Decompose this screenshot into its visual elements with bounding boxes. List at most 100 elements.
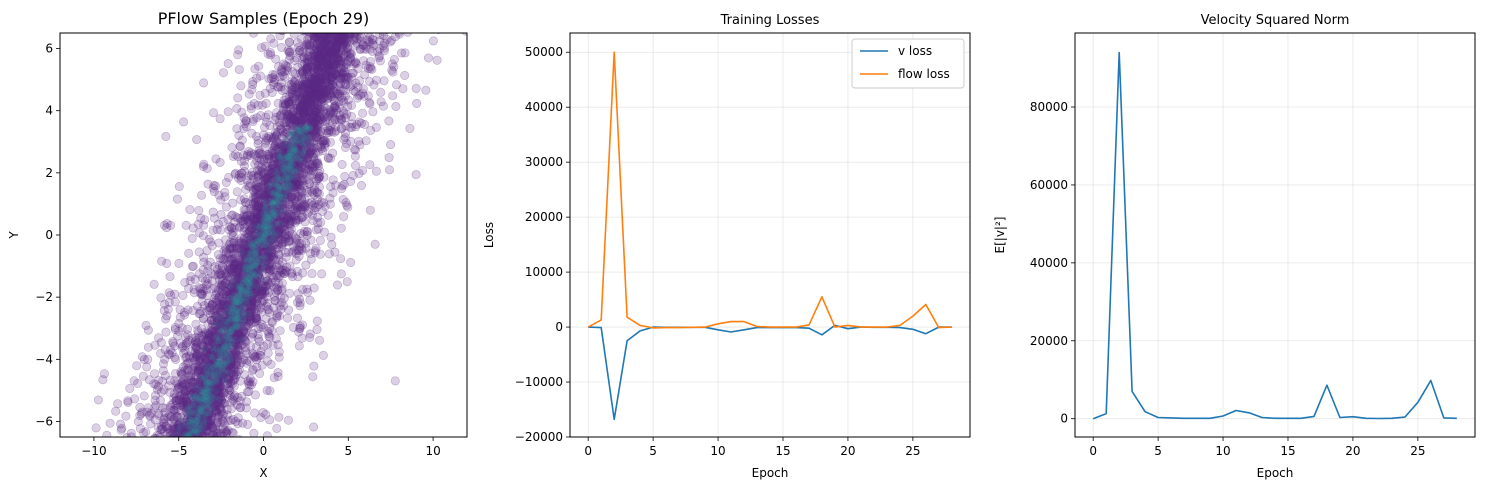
scatter-point <box>286 112 296 122</box>
scatter-point <box>340 113 350 123</box>
scatter-point <box>222 404 232 414</box>
scatter-point <box>177 431 187 437</box>
scatter-point <box>309 361 319 371</box>
scatter-point <box>188 443 196 451</box>
scatter-point <box>338 86 348 96</box>
scatter-point <box>339 38 349 48</box>
scatter-point <box>138 442 146 450</box>
scatter-point <box>284 147 294 157</box>
scatter-point <box>227 287 237 297</box>
scatter-point <box>292 313 302 323</box>
scatter-point <box>221 351 231 361</box>
scatter-point <box>166 400 176 410</box>
scatter-point <box>257 319 267 329</box>
scatter-point <box>394 33 404 37</box>
scatter-point <box>249 278 259 288</box>
scatter-point <box>337 36 347 46</box>
scatter-point <box>174 412 184 422</box>
scatter-point <box>206 448 214 456</box>
scatter-point <box>220 439 228 447</box>
scatter-point <box>219 246 229 256</box>
scatter-point <box>238 283 248 293</box>
scatter-point <box>129 376 139 386</box>
scatter-point <box>367 64 377 74</box>
scatter-point <box>150 395 160 405</box>
scatter-point <box>179 117 189 127</box>
scatter-point <box>190 404 200 414</box>
scatter-point <box>398 84 408 94</box>
scatter-point <box>284 182 294 192</box>
scatter-point <box>327 58 337 68</box>
scatter-point <box>234 223 244 233</box>
scatter-point <box>156 293 166 303</box>
scatter-point <box>310 79 320 89</box>
scatter-point <box>376 97 386 107</box>
scatter-point <box>267 88 277 98</box>
scatter-point <box>274 412 284 422</box>
scatter-point <box>142 362 152 372</box>
scatter-point <box>190 387 200 397</box>
scatter-point <box>187 444 195 452</box>
scatter-point <box>143 354 153 364</box>
scatter-point <box>226 436 229 437</box>
scatter-point <box>202 290 212 300</box>
scatter-point <box>315 49 325 59</box>
scatter-point <box>226 350 236 360</box>
scatter-point <box>191 319 201 329</box>
scatter-point <box>187 442 195 450</box>
scatter-point <box>231 253 241 263</box>
scatter-point <box>291 113 301 123</box>
scatter-point <box>235 255 245 265</box>
scatter-point <box>233 316 243 326</box>
scatter-point <box>225 357 235 367</box>
scatter-point <box>303 93 313 103</box>
scatter-point <box>271 112 281 122</box>
scatter-point <box>151 390 161 400</box>
scatter-point <box>253 202 263 212</box>
scatter-point <box>262 174 272 184</box>
scatter-point <box>323 128 333 138</box>
scatter-point <box>216 210 226 220</box>
scatter-point <box>317 269 327 279</box>
scatter-point <box>127 446 135 454</box>
scatter-point <box>208 423 218 433</box>
scatter-point <box>232 321 242 331</box>
scatter-point <box>227 394 237 404</box>
scatter-point <box>211 405 221 415</box>
scatter-point <box>330 103 340 113</box>
scatter-point <box>215 302 225 312</box>
scatter-point <box>207 438 215 446</box>
scatter-point <box>195 447 203 455</box>
scatter-point <box>262 158 272 168</box>
scatter-point <box>342 109 352 119</box>
scatter-point <box>338 195 348 205</box>
scatter-point <box>324 48 334 58</box>
scatter-point <box>230 260 240 270</box>
scatter-point <box>208 436 212 437</box>
scatter-point <box>248 256 258 266</box>
scatter-point <box>283 173 293 183</box>
scatter-point <box>339 212 349 222</box>
scatter-point <box>232 331 242 341</box>
scatter-point <box>231 346 241 356</box>
scatter-point <box>199 78 209 88</box>
scatter-point <box>269 189 279 199</box>
scatter-point <box>200 441 208 449</box>
scatter-point <box>258 192 268 202</box>
scatter-point <box>116 425 126 435</box>
scatter-point <box>270 192 280 202</box>
scatter-point <box>323 210 333 220</box>
scatter-point <box>379 76 389 86</box>
scatter-point <box>297 125 307 135</box>
scatter-point <box>208 319 218 329</box>
scatter-point <box>375 36 385 46</box>
scatter-point <box>247 223 257 233</box>
scatter-point <box>138 371 148 381</box>
scatter-point <box>241 255 251 265</box>
scatter-point <box>214 303 224 313</box>
scatter-point <box>294 165 304 175</box>
scatter-point <box>306 113 316 123</box>
scatter-point <box>365 99 375 109</box>
scatter-point <box>309 33 319 39</box>
scatter-point <box>212 445 220 453</box>
